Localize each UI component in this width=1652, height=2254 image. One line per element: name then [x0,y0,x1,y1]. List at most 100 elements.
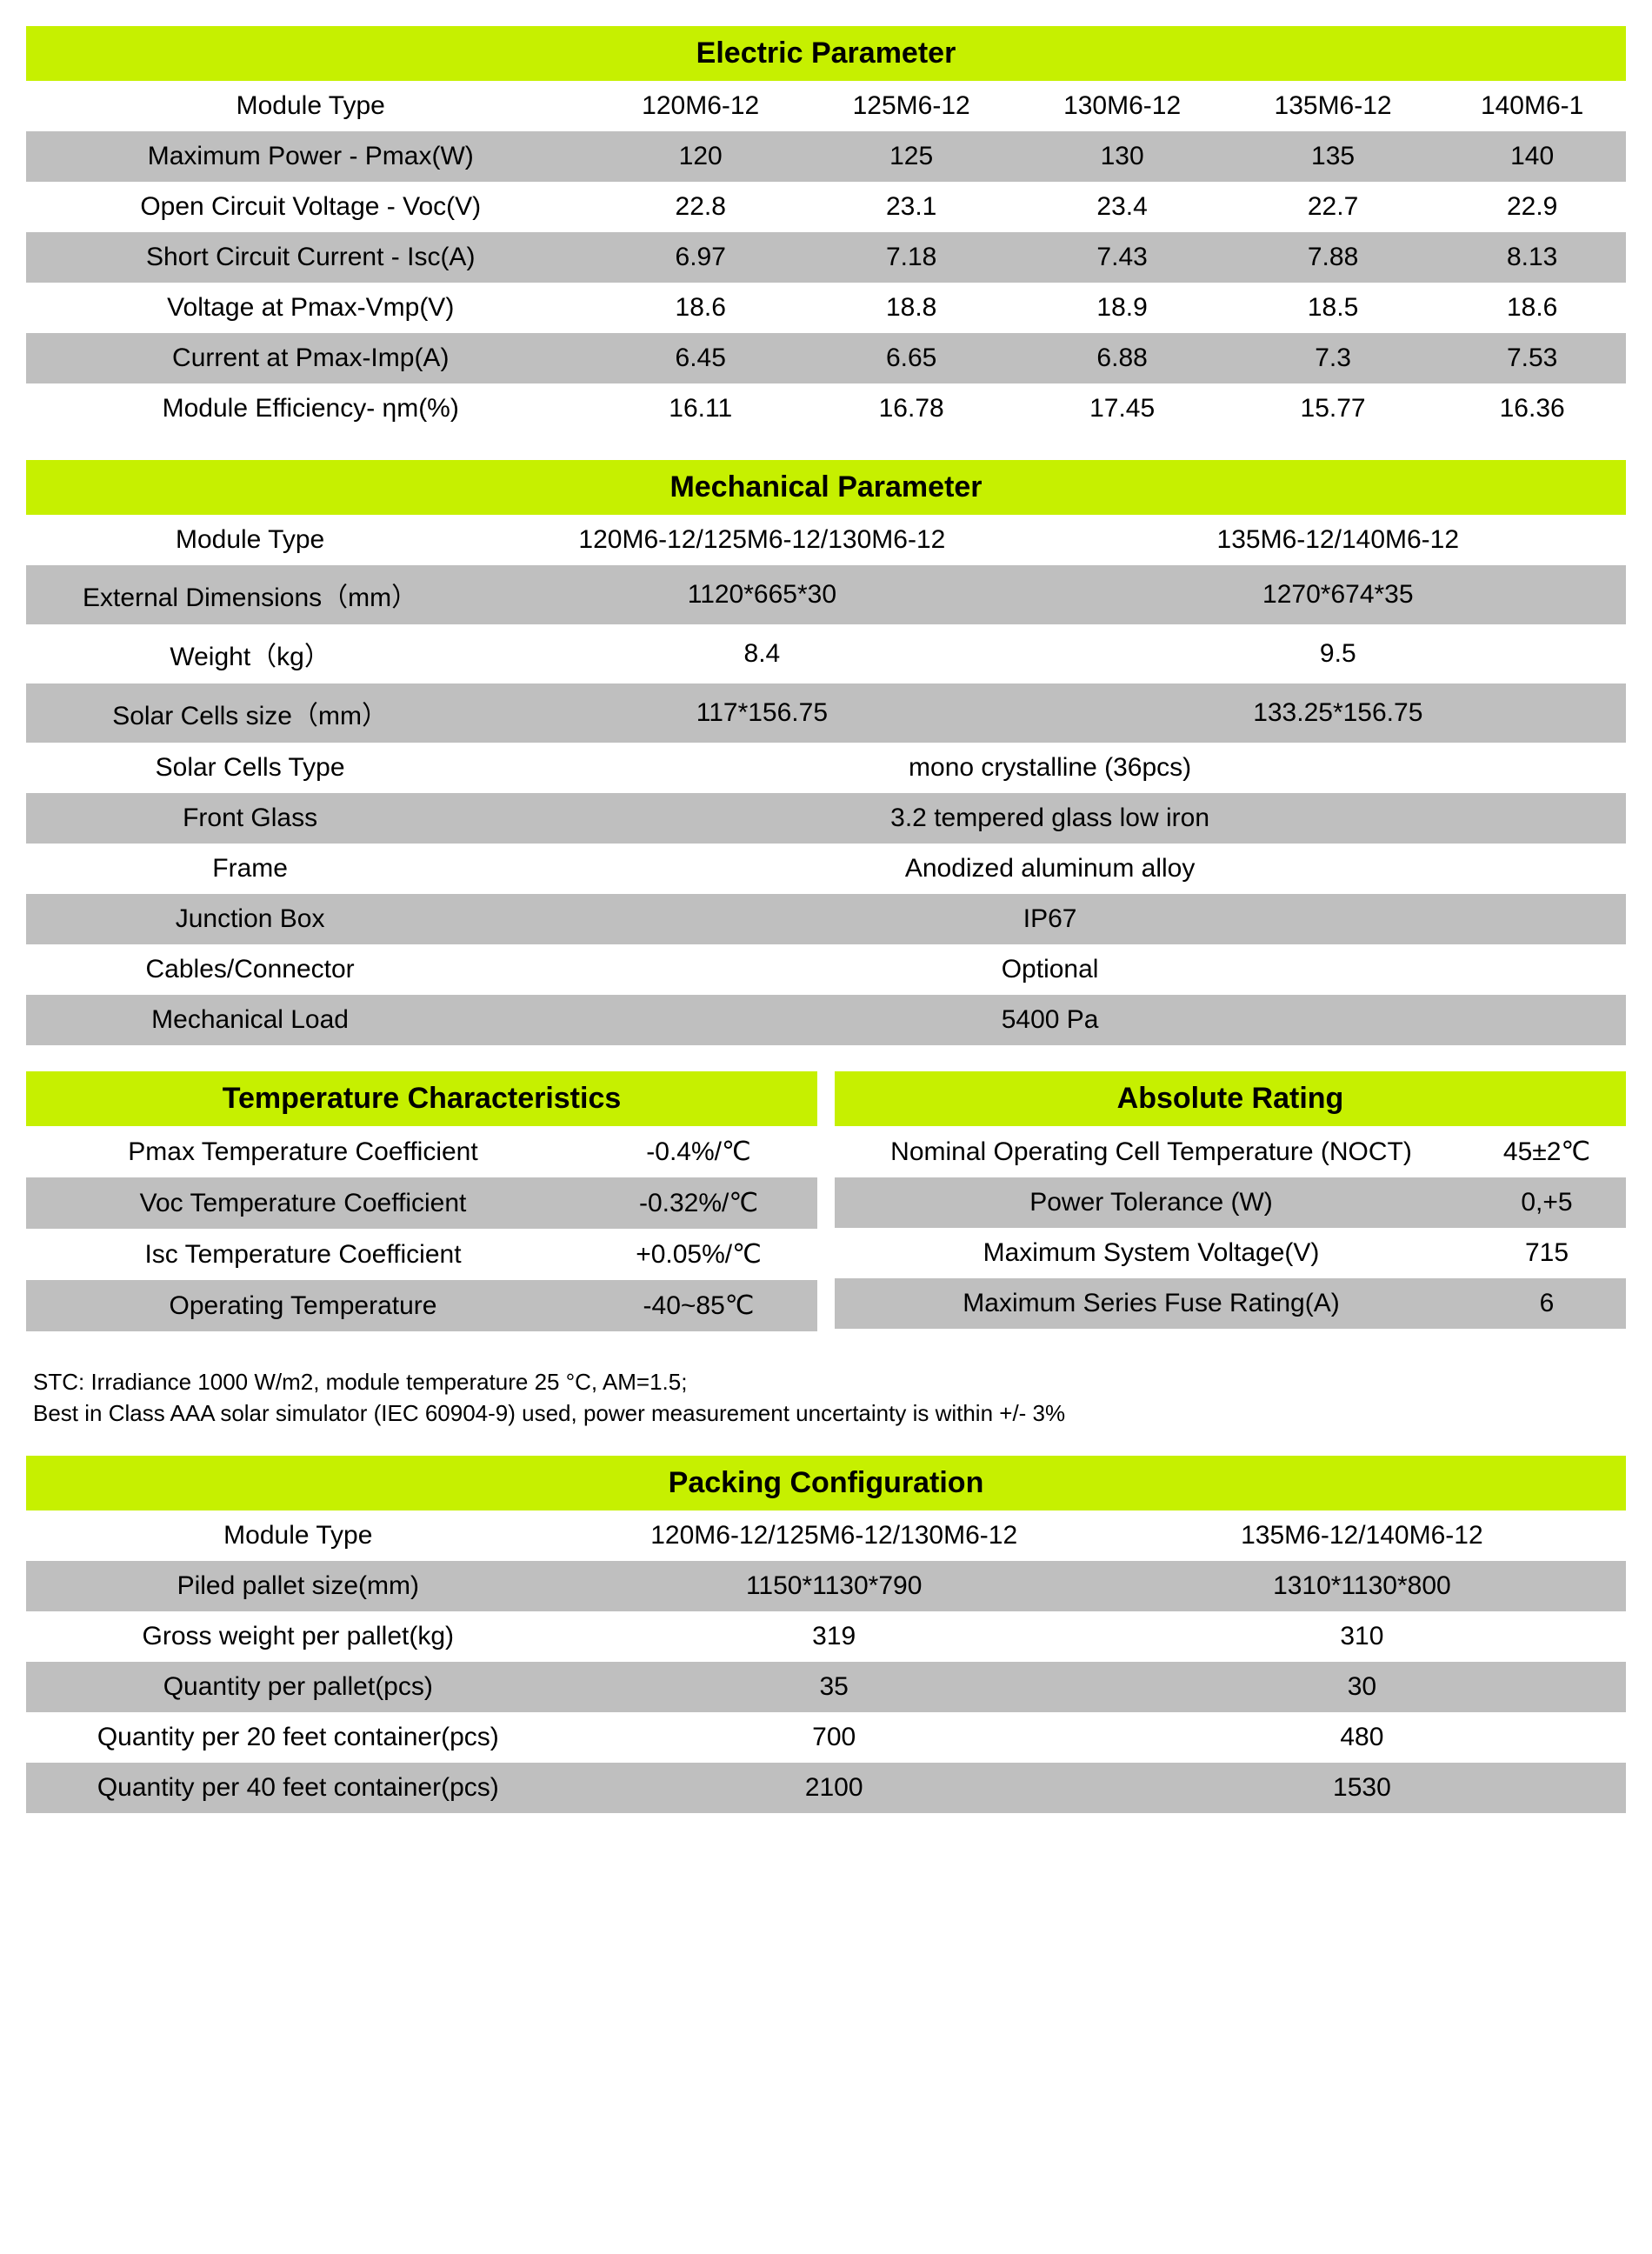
row-label: Maximum Power - Pmax(W) [26,131,595,182]
cell-value: 7.3 [1228,333,1438,383]
table-row: Solar Cells size（mm）117*156.75133.25*156… [26,684,1626,743]
cell-value: 125 [806,131,1016,182]
table-row: Maximum System Voltage(V)715 [835,1228,1626,1278]
table-row: External Dimensions（mm）1120*665*301270*6… [26,565,1626,624]
packing-table: Module Type 120M6-12/125M6-12/130M6-12 1… [26,1510,1626,1813]
table-row: Maximum Power - Pmax(W)120125130135140 [26,131,1626,182]
table-row: Gross weight per pallet(kg)319310 [26,1611,1626,1662]
col-label: Module Type [26,81,595,131]
cell-value: -0.32%/℃ [580,1177,817,1229]
cell-value: 140 [1438,131,1626,182]
cell-value: 35 [570,1662,1098,1712]
cell-value: 6.88 [1016,333,1227,383]
cell-value: 16.36 [1438,383,1626,434]
cell-value: 23.1 [806,182,1016,232]
table-row: Voc Temperature Coefficient-0.32%/℃ [26,1177,817,1229]
cell-value: 319 [570,1611,1098,1662]
cell-value: 1270*674*35 [1050,565,1626,624]
table-row: Junction BoxIP67 [26,894,1626,944]
absolute-header: Absolute Rating [835,1071,1626,1126]
packing-columns-row: Module Type 120M6-12/125M6-12/130M6-12 1… [26,1510,1626,1561]
cell-value: 18.5 [1228,283,1438,333]
cell-value: 120 [595,131,805,182]
table-row: Cables/ConnectorOptional [26,944,1626,995]
cell-value: 130 [1016,131,1227,182]
cell-value: +0.05%/℃ [580,1229,817,1280]
row-label: Current at Pmax-Imp(A) [26,333,595,383]
row-label: Quantity per pallet(pcs) [26,1662,570,1712]
table-row: Weight（kg）8.49.5 [26,624,1626,684]
row-label: Weight（kg） [26,624,474,684]
table-row: Mechanical Load5400 Pa [26,995,1626,1045]
temp-absolute-wrap: Temperature Characteristics Pmax Tempera… [26,1071,1626,1331]
cell-value: 6.45 [595,333,805,383]
row-label: Maximum Series Fuse Rating(A) [835,1278,1468,1329]
cell-value: 1120*665*30 [474,565,1049,624]
row-label: Voc Temperature Coefficient [26,1177,580,1229]
row-label: External Dimensions（mm） [26,565,474,624]
cell-value: Optional [474,944,1626,995]
table-row: Short Circuit Current - Isc(A)6.977.187.… [26,232,1626,283]
mechanical-columns-row: Module Type 120M6-12/125M6-12/130M6-12 1… [26,515,1626,565]
footnote-line1: STC: Irradiance 1000 W/m2, module temper… [33,1366,1619,1397]
cell-value: 715 [1468,1228,1626,1278]
row-label: Front Glass [26,793,474,844]
table-row: Current at Pmax-Imp(A)6.456.656.887.37.5… [26,333,1626,383]
cell-value: 18.9 [1016,283,1227,333]
row-label: Short Circuit Current - Isc(A) [26,232,595,283]
table-row: Maximum Series Fuse Rating(A)6 [835,1278,1626,1329]
table-row: Solar Cells Typemono crystalline (36pcs) [26,743,1626,793]
row-label: Solar Cells size（mm） [26,684,474,743]
row-label: Module Efficiency- ηm(%) [26,383,595,434]
temperature-section: Temperature Characteristics Pmax Tempera… [26,1071,817,1331]
cell-value: 1530 [1098,1763,1626,1813]
row-label: Junction Box [26,894,474,944]
cell-value: 0,+5 [1468,1177,1626,1228]
table-row: Quantity per pallet(pcs)3530 [26,1662,1626,1712]
cell-value: 2100 [570,1763,1098,1813]
row-label: Gross weight per pallet(kg) [26,1611,570,1662]
table-row: Voltage at Pmax-Vmp(V)18.618.818.918.518… [26,283,1626,333]
cell-value: 16.11 [595,383,805,434]
col-3: 130M6-12 [1016,81,1227,131]
row-label: Isc Temperature Coefficient [26,1229,580,1280]
mechanical-header: Mechanical Parameter [26,460,1626,515]
row-label: Solar Cells Type [26,743,474,793]
col-label: Module Type [26,1510,570,1561]
table-row: Quantity per 40 feet container(pcs)21001… [26,1763,1626,1813]
table-row: Open Circuit Voltage - Voc(V)22.823.123.… [26,182,1626,232]
row-label: Pmax Temperature Coefficient [26,1126,580,1177]
cell-value: 310 [1098,1611,1626,1662]
cell-value: 22.7 [1228,182,1438,232]
table-row: Power Tolerance (W)0,+5 [835,1177,1626,1228]
cell-value: 8.13 [1438,232,1626,283]
cell-value: 9.5 [1050,624,1626,684]
footnote: STC: Irradiance 1000 W/m2, module temper… [26,1357,1626,1438]
table-row: Piled pallet size(mm)1150*1130*7901310*1… [26,1561,1626,1611]
cell-value: 8.4 [474,624,1049,684]
col-4: 135M6-12 [1228,81,1438,131]
col-1: 120M6-12/125M6-12/130M6-12 [570,1510,1098,1561]
temperature-header: Temperature Characteristics [26,1071,817,1126]
electric-header: Electric Parameter [26,26,1626,81]
cell-value: 16.78 [806,383,1016,434]
row-label: Frame [26,844,474,894]
cell-value: 7.18 [806,232,1016,283]
footnote-line2: Best in Class AAA solar simulator (IEC 6… [33,1397,1619,1429]
cell-value: -40~85℃ [580,1280,817,1331]
cell-value: 23.4 [1016,182,1227,232]
table-row: Pmax Temperature Coefficient-0.4%/℃ [26,1126,817,1177]
cell-value: -0.4%/℃ [580,1126,817,1177]
cell-value: Anodized aluminum alloy [474,844,1626,894]
col-2: 135M6-12/140M6-12 [1050,515,1626,565]
table-row: Front Glass3.2 tempered glass low iron [26,793,1626,844]
row-label: Cables/Connector [26,944,474,995]
mechanical-section: Mechanical Parameter Module Type 120M6-1… [26,460,1626,1045]
cell-value: 6 [1468,1278,1626,1329]
col-5: 140M6-1 [1438,81,1626,131]
cell-value: 30 [1098,1662,1626,1712]
table-row: Nominal Operating Cell Temperature (NOCT… [835,1126,1626,1177]
cell-value: IP67 [474,894,1626,944]
cell-value: 135 [1228,131,1438,182]
cell-value: 18.8 [806,283,1016,333]
